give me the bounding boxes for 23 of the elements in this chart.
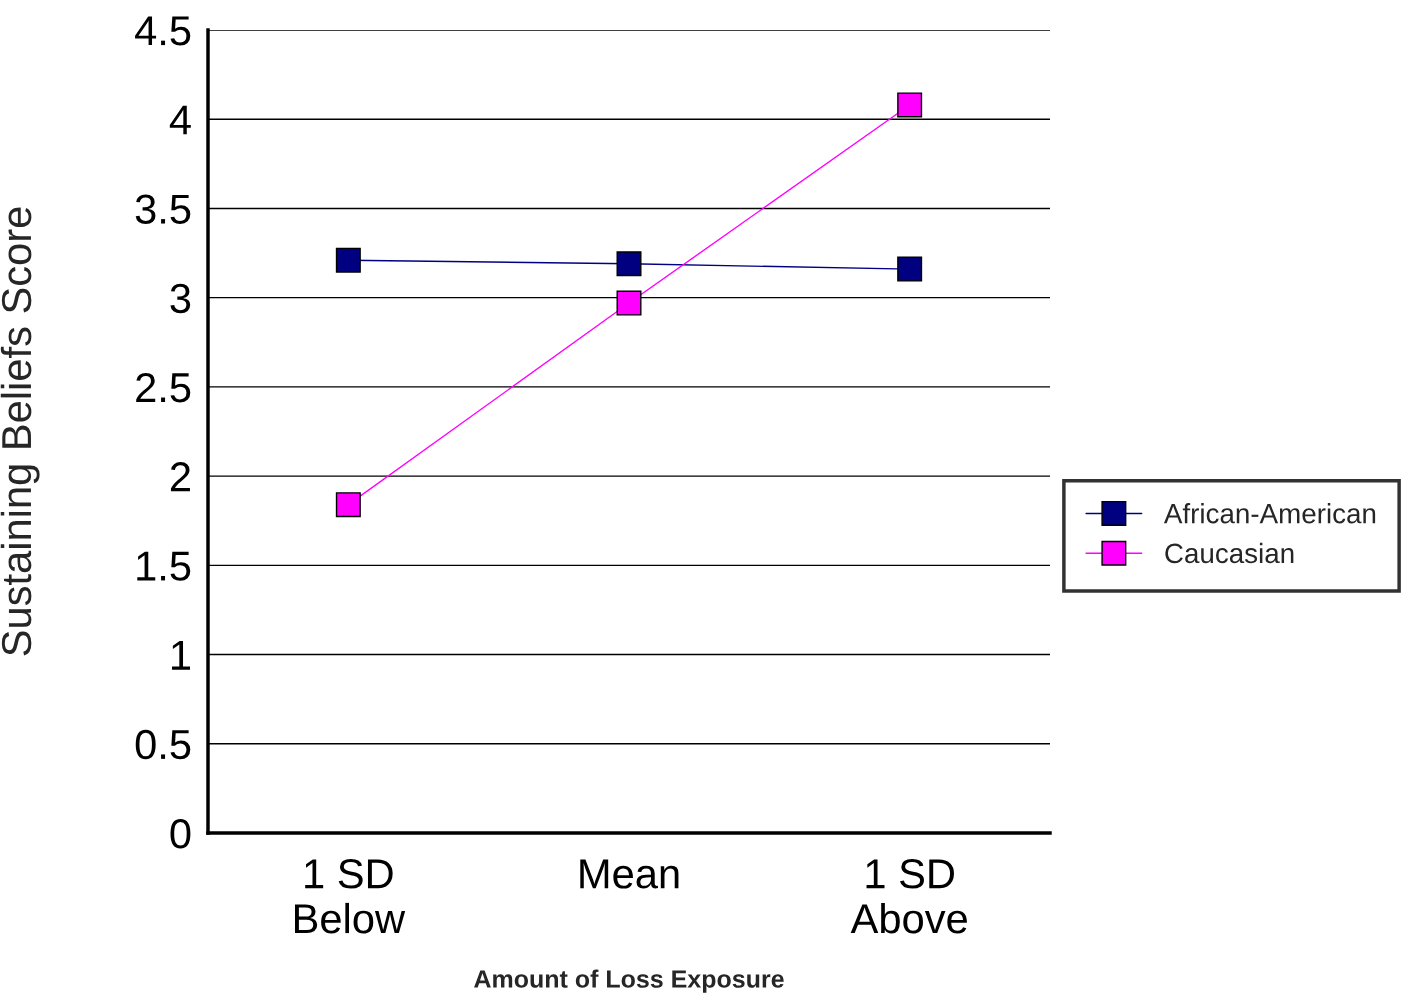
point (616, 251, 642, 277)
y-tick-label: 4.5 (135, 16, 191, 46)
x-tick-label: Mean (580, 859, 679, 889)
y-tick-label: 1.5 (137, 551, 191, 581)
y-tick-label: 1 (172, 640, 190, 670)
y-tick-label: 0.5 (135, 729, 191, 760)
y-tick-label: 4 (169, 105, 191, 135)
y-axis-title: Sustaining Beliefs Score (0, 207, 40, 656)
y-tick-label: 0 (170, 819, 191, 849)
legend-label: Caucasian (1165, 542, 1294, 564)
point (897, 92, 923, 118)
y-tick-label: 3 (170, 283, 191, 314)
y-tick-label: 2.5 (136, 372, 191, 403)
y-tick-label: 3.5 (135, 194, 191, 224)
point (335, 247, 361, 273)
legend-label: African-American (1163, 503, 1376, 524)
x-tick-label: 1 SD Below (295, 859, 406, 934)
point (897, 256, 923, 282)
point (335, 492, 361, 518)
x-axis-title: Amount of Loss Exposure (474, 969, 784, 993)
x-tick-label: 1 SD Above (850, 859, 967, 934)
point (616, 290, 642, 316)
y-tick-label: 2 (170, 462, 190, 492)
